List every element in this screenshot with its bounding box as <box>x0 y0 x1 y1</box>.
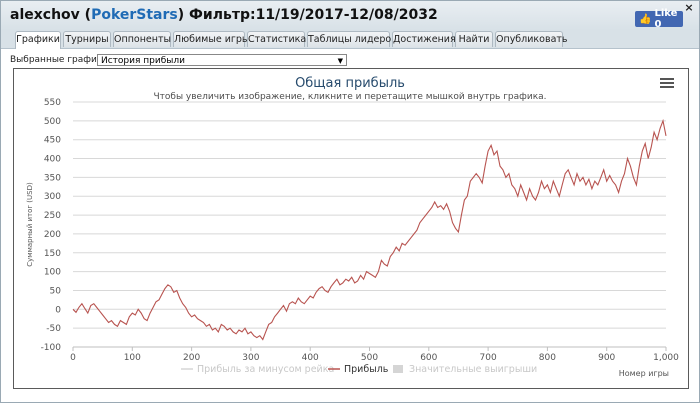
y-tick-label: 300 <box>44 192 61 202</box>
x-tick-label: 900 <box>598 353 615 363</box>
x-tick-label: 0 <box>70 353 76 363</box>
y-tick-label: 150 <box>44 249 61 259</box>
chart-menu-icon[interactable] <box>660 78 674 90</box>
thumbs-up-icon: 👍 <box>639 13 652 25</box>
x-tick-label: 100 <box>124 353 141 363</box>
y-tick-label: 450 <box>44 136 61 146</box>
y-tick-label: -100 <box>41 343 62 353</box>
x-tick-label: 800 <box>539 353 556 363</box>
y-tick-label: 500 <box>44 117 61 127</box>
facebook-like-button[interactable]: 👍 Like 0 <box>635 8 683 30</box>
legend-item: Прибыль за минусом рейка <box>197 364 334 375</box>
y-tick-label: 350 <box>44 173 61 183</box>
tab-4[interactable]: Статистика <box>247 31 306 47</box>
x-tick-label: 500 <box>361 353 378 363</box>
y-tick-label: 0 <box>55 305 61 315</box>
filter-range: 11/19/2017-12/08/2032 <box>255 7 438 23</box>
tab-2[interactable]: Оппоненты <box>113 31 171 47</box>
tab-8[interactable]: Опубликовать <box>495 31 568 47</box>
filter-label: Фильтр: <box>189 7 256 23</box>
y-tick-label: 50 <box>50 286 62 296</box>
player-name: alexchov <box>10 7 80 23</box>
tab-6[interactable]: Достижения <box>392 31 456 47</box>
x-tick-label: 300 <box>242 353 259 363</box>
chevron-down-icon: ▼ <box>337 57 343 65</box>
legend-item: Прибыль <box>344 364 389 375</box>
y-tick-label: 250 <box>44 211 61 221</box>
window-title: alexchov (PokerStars) Фильтр:11/19/2017-… <box>10 7 438 23</box>
tab-7[interactable]: Найти <box>455 31 493 47</box>
tab-0[interactable]: Графики <box>15 31 61 49</box>
y-tick-label: -50 <box>46 324 61 334</box>
x-tick-label: 200 <box>183 353 200 363</box>
like-label: Like 0 <box>654 8 678 30</box>
tab-5[interactable]: Таблицы лидеров <box>307 31 397 47</box>
chart-selector-label: Выбранные графики: <box>10 55 112 65</box>
site-name[interactable]: PokerStars <box>91 7 178 23</box>
tab-3[interactable]: Любимые игры <box>173 31 249 47</box>
x-tick-label: 600 <box>420 353 437 363</box>
title-bar: alexchov (PokerStars) Фильтр:11/19/2017-… <box>1 1 699 30</box>
chart-title: Общая прибыль <box>295 76 405 91</box>
legend-item: Значительные выигрыши <box>409 364 537 375</box>
tab-bar: Графики Турниры Оппоненты Любимые игры Стати… <box>1 30 699 49</box>
tab-1[interactable]: Турниры <box>63 31 111 47</box>
x-tick-label: 400 <box>302 353 319 363</box>
chart-selector-value: История прибыли <box>101 56 185 66</box>
y-axis-label: Суммарный итог (USD) <box>26 182 34 267</box>
y-tick-label: 200 <box>44 230 61 240</box>
chart-selector-dropdown[interactable]: История прибыли ▼ <box>97 54 347 66</box>
series-line-profit <box>72 118 667 341</box>
chart-frame[interactable] <box>13 68 689 389</box>
chart-subtitle: Чтобы увеличить изображение, кликните и … <box>153 92 546 102</box>
x-axis-label: Номер игры <box>619 369 669 378</box>
x-tick-label: 700 <box>480 353 497 363</box>
y-tick-label: 550 <box>44 98 61 108</box>
legend-swatch <box>393 365 403 373</box>
close-button[interactable]: × <box>684 1 694 14</box>
x-tick-label: 1,000 <box>653 353 679 363</box>
y-tick-label: 400 <box>44 155 61 165</box>
y-tick-label: 100 <box>44 268 61 278</box>
